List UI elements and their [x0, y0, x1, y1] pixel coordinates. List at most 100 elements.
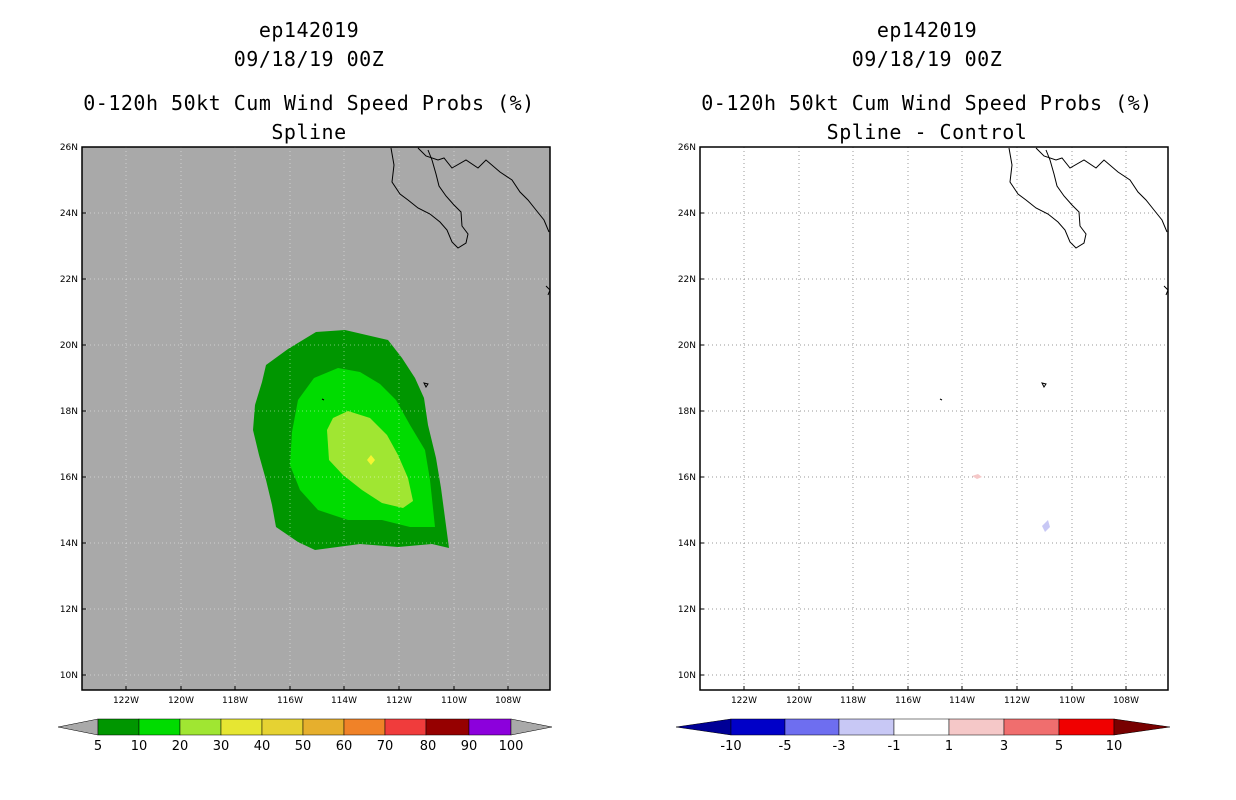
lat-label: 20N — [678, 341, 696, 351]
lon-label: 110W — [441, 696, 467, 706]
colorbar-high-arrow — [1113, 718, 1171, 736]
colorbar-low-arrow — [57, 718, 99, 736]
colorbar-box — [1058, 718, 1115, 736]
colorbar-label: 30 — [213, 739, 230, 754]
lat-label: 26N — [60, 143, 78, 153]
lat-label: 22N — [678, 275, 696, 285]
right-grid — [700, 147, 1168, 690]
left-datetime: 09/18/19 00Z — [233, 47, 385, 71]
lat-label: 22N — [60, 275, 78, 285]
right-map-svg: 26N 24N 22N 20N 18N 16N 14N 12N 10N 122W… — [675, 143, 1171, 754]
left-subtitle: Spline — [271, 120, 347, 144]
colorbar-label: -3 — [833, 739, 846, 754]
colorbar-label: -10 — [720, 739, 741, 754]
colorbar-label: 50 — [295, 739, 312, 754]
colorbar-box — [730, 718, 786, 736]
colorbar-label: 70 — [377, 739, 394, 754]
lat-label: 10N — [60, 671, 78, 681]
lon-label: 122W — [731, 696, 757, 706]
lon-label: 110W — [1059, 696, 1085, 706]
contour-30pct — [367, 455, 375, 465]
colorbar-box — [97, 718, 140, 736]
colorbar-label: -1 — [888, 739, 901, 754]
lat-label: 16N — [678, 473, 696, 483]
left-product-title: 0-120h 50kt Cum Wind Speed Probs (%) — [83, 91, 535, 115]
lon-label: 122W — [113, 696, 139, 706]
lat-label: 26N — [678, 143, 696, 153]
right-map-background — [700, 147, 1168, 690]
colorbar-box — [948, 718, 1005, 736]
positive-diff-area — [972, 474, 982, 479]
colorbar-label: 100 — [499, 739, 524, 754]
left-lat-ticks: 26N 24N 22N 20N 18N 16N 14N 12N 10N — [60, 143, 86, 681]
right-lat-ticks: 26N 24N 22N 20N 18N 16N 14N 12N 10N — [678, 143, 704, 681]
lon-label: 120W — [168, 696, 194, 706]
lon-label: 112W — [1004, 696, 1030, 706]
colorbar-box — [838, 718, 895, 736]
lat-label: 24N — [678, 209, 696, 219]
left-lon-ticks: 122W 120W 118W 116W 114W 112W 110W 108W — [113, 686, 521, 706]
colorbar-high-arrow — [510, 718, 553, 736]
colorbar-label: 60 — [336, 739, 353, 754]
colorbar-box — [220, 718, 263, 736]
right-product-title: 0-120h 50kt Cum Wind Speed Probs (%) — [701, 91, 1153, 115]
colorbar-label: 1 — [945, 739, 953, 754]
colorbar-box — [425, 718, 470, 736]
left-map-frame — [81, 146, 551, 691]
left-grid — [82, 147, 550, 690]
colorbar-box — [179, 718, 222, 736]
right-datetime: 09/18/19 00Z — [851, 47, 1003, 71]
right-lon-ticks: 122W 120W 118W 116W 114W 112W 110W 108W — [731, 686, 1139, 706]
colorbar-label: 40 — [254, 739, 271, 754]
lon-label: 108W — [1113, 696, 1139, 706]
lat-label: 20N — [60, 341, 78, 351]
colorbar-label: 3 — [1000, 739, 1008, 754]
colorbar-box — [138, 718, 181, 736]
colorbar-label: 20 — [172, 739, 189, 754]
lon-label: 108W — [495, 696, 521, 706]
lat-label: 24N — [60, 209, 78, 219]
colorbar-label: -5 — [779, 739, 792, 754]
colorbar-box — [1003, 718, 1060, 736]
lat-label: 14N — [60, 539, 78, 549]
lon-label: 112W — [386, 696, 412, 706]
lon-label: 114W — [331, 696, 357, 706]
colorbar-label: 5 — [1055, 739, 1063, 754]
lat-label: 12N — [678, 605, 696, 615]
lat-label: 14N — [678, 539, 696, 549]
colorbar-label: 10 — [131, 739, 148, 754]
colorbar-label: 10 — [1106, 739, 1123, 754]
left-map-svg: 26N 24N 22N 20N 18N 16N 14N 12N 10N 122W… — [57, 143, 553, 754]
right-colorbar: -10 -5 -3 -1 1 3 5 10 — [675, 718, 1171, 754]
lat-label: 16N — [60, 473, 78, 483]
lat-label: 18N — [678, 407, 696, 417]
lon-label: 118W — [222, 696, 248, 706]
lon-label: 118W — [840, 696, 866, 706]
lon-label: 114W — [949, 696, 975, 706]
colorbar-label: 90 — [461, 739, 478, 754]
colorbar-box — [468, 718, 512, 736]
right-storm-id: ep142019 — [876, 18, 978, 42]
right-map-frame — [699, 146, 1169, 691]
colorbar-box — [784, 718, 840, 736]
colorbar-box — [261, 718, 304, 736]
lon-label: 120W — [786, 696, 812, 706]
colorbar-label: 5 — [94, 739, 102, 754]
right-subtitle: Spline - Control — [826, 120, 1028, 144]
negative-diff-area — [1042, 520, 1050, 532]
colorbar-low-arrow — [675, 718, 732, 736]
colorbar-label: 80 — [420, 739, 437, 754]
right-map-panel: ep142019 09/18/19 00Z 0-120h 50kt Cum Wi… — [618, 0, 1236, 800]
left-storm-id: ep142019 — [258, 18, 360, 42]
colorbar-box — [893, 718, 950, 736]
left-map-panel: ep142019 09/18/19 00Z 0-120h 50kt Cum Wi… — [57, 18, 553, 754]
lat-label: 12N — [60, 605, 78, 615]
lon-label: 116W — [277, 696, 303, 706]
colorbar-box — [302, 718, 345, 736]
left-colorbar: 5 10 20 30 40 50 60 70 80 90 100 — [57, 718, 553, 754]
lon-label: 116W — [895, 696, 921, 706]
colorbar-box — [343, 718, 386, 736]
lat-label: 18N — [60, 407, 78, 417]
lat-label: 10N — [678, 671, 696, 681]
colorbar-box — [384, 718, 427, 736]
